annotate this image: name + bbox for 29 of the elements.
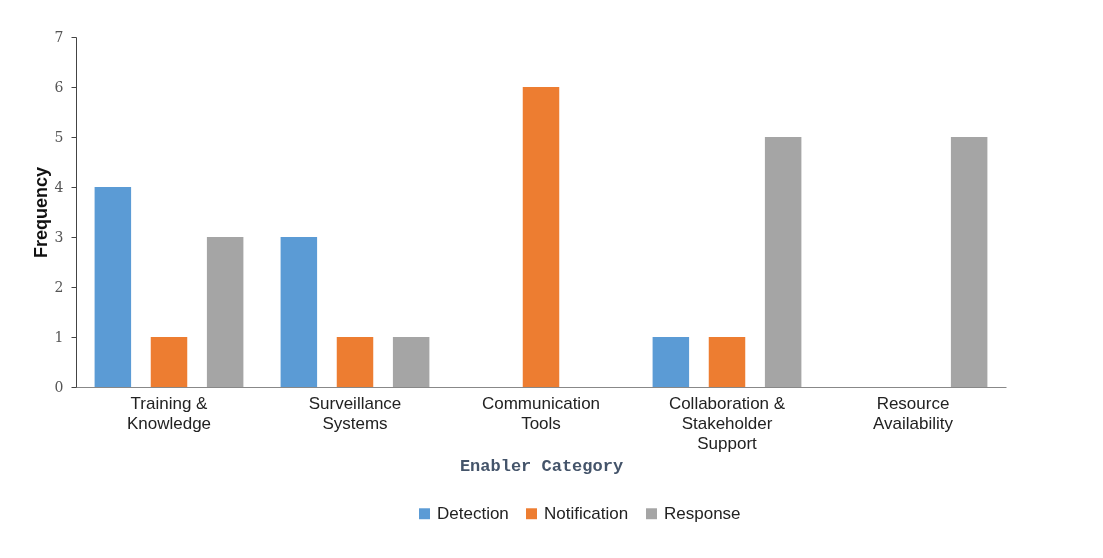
y-tick-label: 2 [54, 278, 64, 295]
bar [708, 337, 746, 387]
bar [206, 237, 244, 387]
legend-label: Response [664, 503, 741, 523]
y-tick-label: 0 [54, 378, 64, 395]
bar [94, 187, 132, 387]
y-tick-label: 1 [54, 328, 64, 345]
x-axis-title: Enabler Category [459, 456, 624, 476]
y-axis-title: Frequency [30, 166, 51, 259]
x-tick-label: Surveillance Systems [308, 393, 402, 433]
y-tick-label: 3 [54, 228, 64, 245]
y-tick-label: 5 [54, 128, 64, 145]
y-tick-label: 6 [54, 78, 64, 95]
bar [764, 137, 802, 387]
x-tick-label: Resource Availability [872, 393, 954, 433]
bar [652, 337, 690, 387]
bar [392, 337, 430, 387]
bar [950, 137, 988, 387]
x-tick-label: Collaboration & Stakeholder Support [668, 393, 786, 453]
legend-label: Notification [544, 503, 629, 523]
bar [150, 337, 188, 387]
bar [280, 237, 318, 387]
legend-label: Detection [437, 503, 509, 523]
bar [336, 337, 374, 387]
y-tick-label: 7 [54, 28, 64, 45]
x-tick-label: Communication Tools [481, 393, 601, 433]
bar [522, 87, 560, 387]
x-tick-label: Training & Knowledge [126, 393, 212, 433]
y-tick-label: 4 [54, 178, 64, 195]
